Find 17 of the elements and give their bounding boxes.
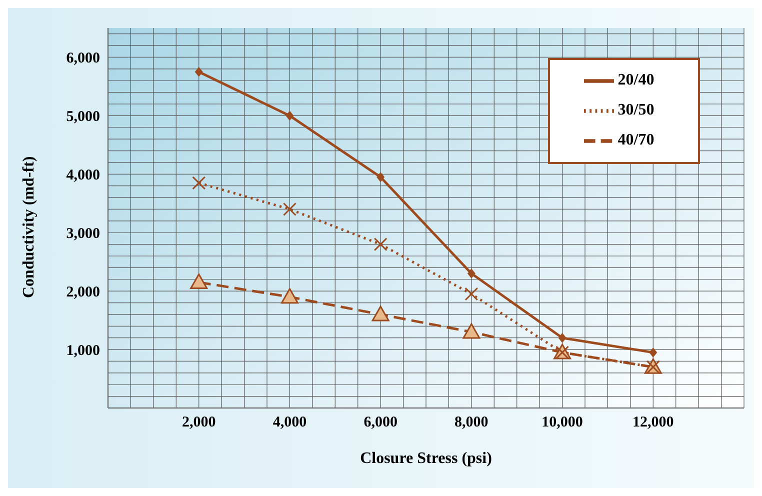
- y-axis-title: Conductivity (md-ft): [20, 156, 38, 298]
- x-tick-label: 10,000: [542, 414, 583, 431]
- y-tick-label: 3,000: [66, 226, 100, 242]
- legend-label: 40/70: [618, 132, 654, 149]
- x-tick-label: 2,000: [182, 414, 216, 431]
- y-tick-label: 1,000: [66, 342, 100, 359]
- legend-label: 30/50: [618, 102, 654, 119]
- x-tick-label: 4,000: [272, 414, 307, 431]
- y-tick-label: 6,000: [66, 50, 100, 67]
- y-tick-label: 5,000: [66, 109, 100, 126]
- x-tick-label: 8,000: [454, 414, 488, 431]
- x-axis-title: Closure Stress (psi): [360, 450, 492, 467]
- x-tick-label: 6,000: [364, 414, 398, 431]
- x-tick-label: 12,000: [632, 414, 674, 431]
- legend-label: 20/40: [618, 72, 654, 89]
- y-tick-label: 4,000: [66, 167, 100, 184]
- y-tick-label: 2,000: [66, 284, 100, 300]
